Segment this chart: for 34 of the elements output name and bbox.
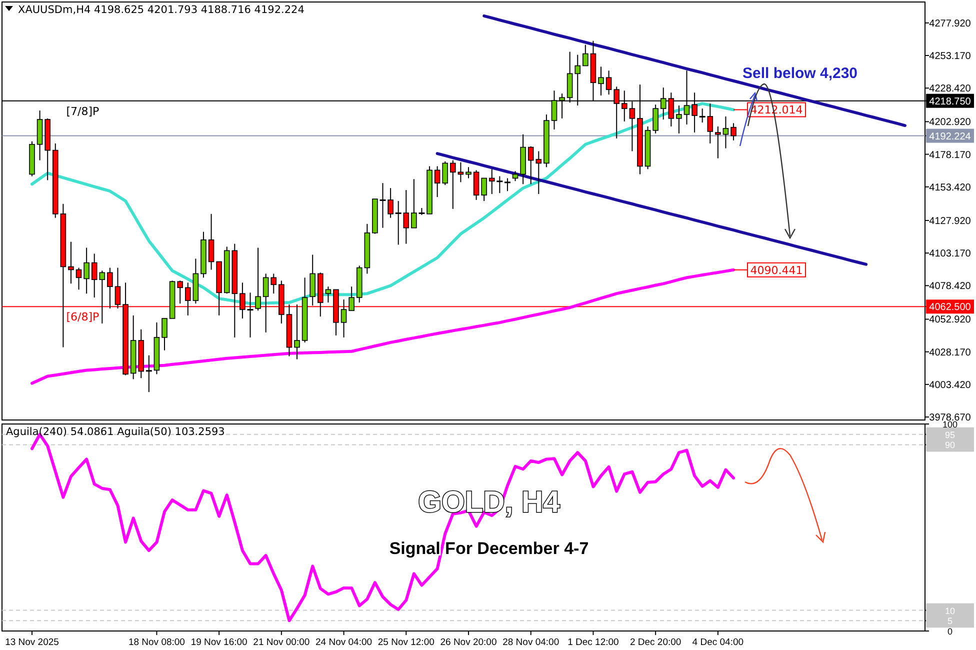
x-tick-label: 4 Dec 04:00 <box>692 637 744 648</box>
y-tick-label: 4178.170 <box>929 150 972 161</box>
y-tick-label: 4078.420 <box>929 281 972 292</box>
annotation: Signal For December 4-7 <box>389 539 589 558</box>
y-tick-label: 4153.420 <box>929 182 972 194</box>
y-tick-label: 4277.920 <box>929 18 972 30</box>
y-tick-label: 0 <box>947 626 953 636</box>
annotation: 4090.441 <box>750 264 803 277</box>
y-tick-label: 4202.920 <box>929 117 972 128</box>
x-tick-label: 28 Nov 04:00 <box>502 637 560 648</box>
ref-line-label: [6/8]P <box>66 310 100 324</box>
x-tick-label: 25 Nov 12:00 <box>378 637 434 648</box>
x-tick-label: 1 Dec 12:00 <box>568 637 619 648</box>
y-tick-label: 4192.224 <box>929 131 972 142</box>
chart-title: XAUUSDm,H4 4198.625 4201.793 4188.716 4192.224 <box>18 4 305 16</box>
y-tick-label: 4127.920 <box>929 216 972 227</box>
x-tick-label: 19 Nov 16:00 <box>190 637 248 648</box>
y-tick-label: 4003.420 <box>929 380 972 391</box>
x-tick-label: 18 Nov 08:00 <box>128 637 185 648</box>
x-tick-label: 13 Nov 2025 <box>5 637 59 648</box>
x-tick-label: 26 Nov 20:00 <box>440 637 497 648</box>
x-tick-label: 24 Nov 04:00 <box>316 637 372 648</box>
y-tick-label: 4028.170 <box>929 347 972 358</box>
y-tick-label: 4103.170 <box>929 248 972 260</box>
y-tick-label: 4062.500 <box>929 302 972 314</box>
y-tick-label: 4052.920 <box>929 314 972 326</box>
annotation: Sell below 4,230 <box>742 65 858 82</box>
y-tick-label: 4218.750 <box>929 96 972 108</box>
y-tick-label: 4228.420 <box>929 84 972 95</box>
ref-line-label: [7/8]P <box>66 104 100 118</box>
x-tick-label: 21 Nov 00:00 <box>253 637 310 648</box>
x-tick-label: 2 Dec 20:00 <box>630 637 682 648</box>
y-tick-label: 4253.170 <box>929 51 972 62</box>
chart-title: Aguila(240) 54.0861 Aguila(50) 103.2593 <box>6 426 225 438</box>
